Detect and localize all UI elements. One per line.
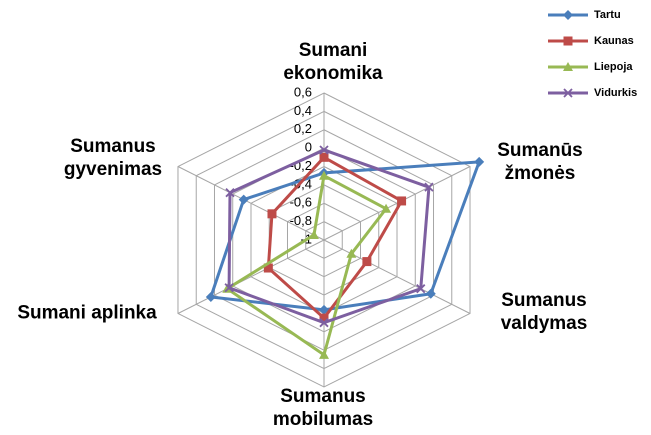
category-label: Sumanus gyvenimas bbox=[63, 136, 163, 180]
category-label: Sumanūs žmonės bbox=[497, 140, 583, 184]
marker bbox=[267, 209, 277, 219]
category-label: Sumanus valdymas bbox=[500, 290, 588, 334]
spoke bbox=[323, 166, 471, 241]
tick-label: 0,6 bbox=[294, 84, 312, 99]
marker bbox=[319, 152, 329, 162]
marker bbox=[346, 248, 357, 258]
marker bbox=[397, 196, 407, 206]
tick-label: -0,6 bbox=[290, 195, 312, 210]
marker bbox=[563, 62, 573, 71]
legend-label: Liepoja bbox=[594, 61, 633, 73]
marker bbox=[319, 170, 329, 180]
marker bbox=[205, 291, 216, 302]
marker bbox=[425, 288, 436, 299]
tick-label: -0,8 bbox=[290, 213, 312, 228]
marker bbox=[416, 284, 426, 294]
marker bbox=[263, 263, 273, 273]
marker bbox=[319, 313, 329, 323]
marker bbox=[224, 283, 234, 293]
marker bbox=[563, 10, 573, 20]
tick-label: 0,2 bbox=[294, 121, 312, 136]
spoke bbox=[177, 239, 325, 314]
marker bbox=[319, 349, 329, 359]
legend-label: Vidurkis bbox=[594, 87, 637, 99]
marker bbox=[238, 194, 249, 205]
category-label: Sumani aplinka bbox=[17, 302, 157, 324]
marker bbox=[381, 203, 392, 213]
marker bbox=[362, 257, 372, 267]
tick-label: 0 bbox=[305, 140, 312, 155]
marker bbox=[222, 283, 233, 293]
spoke bbox=[323, 239, 471, 314]
series-line bbox=[227, 148, 431, 325]
marker bbox=[319, 145, 329, 155]
marker bbox=[424, 182, 434, 192]
marker bbox=[319, 318, 329, 328]
category-label: Sumanus mobilumas bbox=[272, 386, 374, 430]
marker bbox=[474, 156, 485, 167]
category-label: Sumani ekonomika bbox=[283, 40, 383, 84]
tick-label: 0,4 bbox=[294, 103, 312, 118]
marker bbox=[563, 36, 573, 46]
legend-label: Kaunas bbox=[594, 35, 634, 47]
legend-label: Tartu bbox=[594, 9, 621, 21]
marker bbox=[308, 229, 319, 239]
marker bbox=[225, 188, 235, 198]
spoke bbox=[177, 166, 325, 241]
marker bbox=[563, 88, 573, 98]
